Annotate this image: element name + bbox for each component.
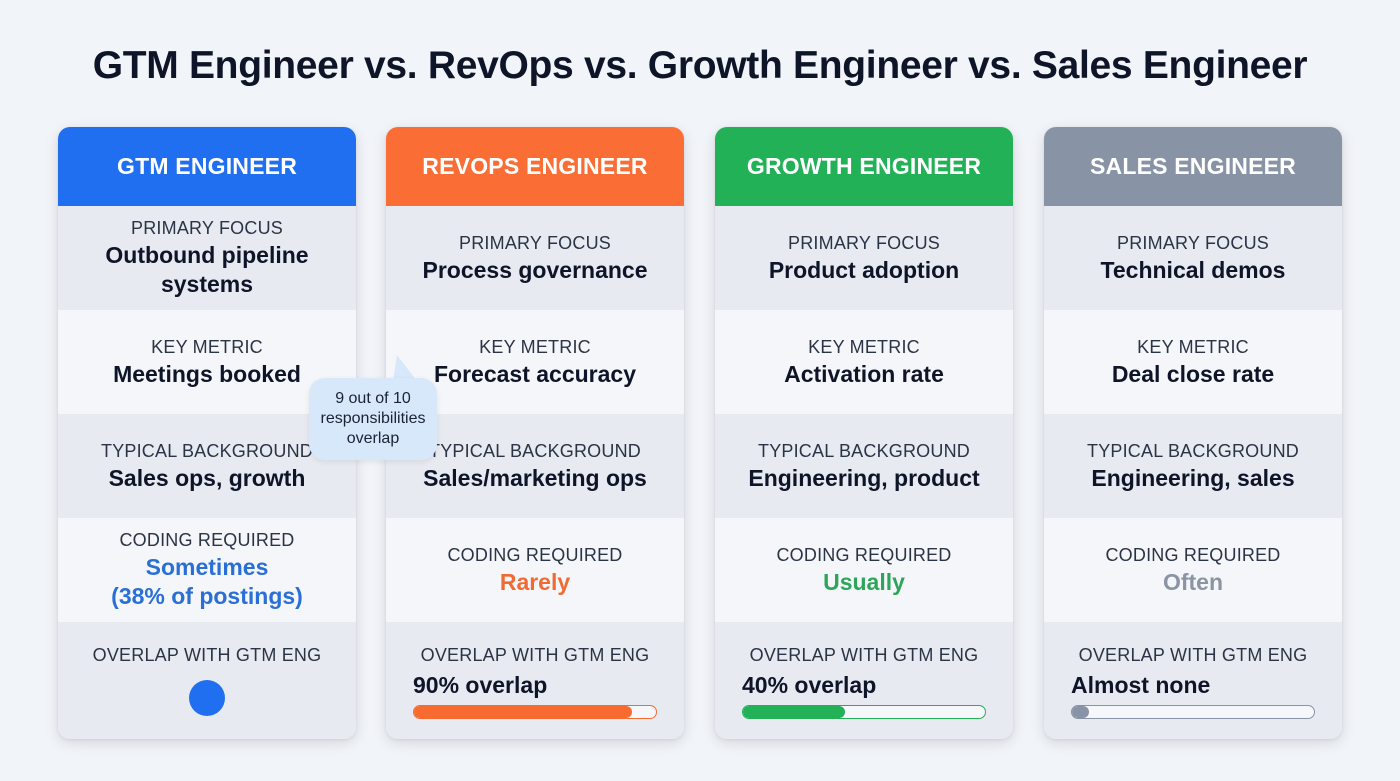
coding-required-value: Sometimes bbox=[145, 554, 269, 580]
card-sales-engineer: SALES ENGINEER PRIMARY FOCUS Technical d… bbox=[1044, 127, 1342, 739]
primary-focus-label: PRIMARY FOCUS bbox=[459, 232, 611, 253]
card-header: GTM ENGINEER bbox=[58, 127, 356, 206]
primary-focus-label: PRIMARY FOCUS bbox=[131, 218, 283, 238]
overlap-label: OVERLAP WITH GTM ENG bbox=[749, 645, 979, 665]
coding-required-label: CODING REQUIRED bbox=[1105, 544, 1281, 565]
overlap-row: OVERLAP WITH GTM ENG 40% overlap bbox=[715, 622, 1013, 739]
typical-background-row: TYPICAL BACKGROUND Engineering, sales bbox=[1044, 414, 1342, 518]
primary-focus-value-cont: systems bbox=[160, 271, 254, 297]
primary-focus-row: PRIMARY FOCUS Process governance bbox=[386, 206, 684, 310]
typical-background-value: Sales ops, growth bbox=[108, 464, 306, 491]
primary-focus-row: PRIMARY FOCUS Product adoption bbox=[715, 206, 1013, 310]
key-metric-label: KEY METRIC bbox=[151, 336, 263, 357]
key-metric-value: Deal close rate bbox=[1111, 360, 1275, 387]
typical-background-row: TYPICAL BACKGROUND Engineering, product bbox=[715, 414, 1013, 518]
overlap-progress-bar bbox=[413, 705, 657, 719]
typical-background-value: Sales/marketing ops bbox=[423, 464, 647, 491]
coding-required-value: Often bbox=[1162, 568, 1224, 595]
coding-required-value: Rarely bbox=[499, 568, 571, 595]
primary-focus-row: PRIMARY FOCUS Technical demos bbox=[1044, 206, 1342, 310]
coding-required-detail: (38% of postings) bbox=[111, 583, 303, 609]
typical-background-row: TYPICAL BACKGROUND Sales ops, growth bbox=[58, 414, 356, 518]
overlap-label: OVERLAP WITH GTM ENG bbox=[420, 645, 650, 665]
typical-background-label: TYPICAL BACKGROUND bbox=[101, 440, 313, 461]
coding-required-label: CODING REQUIRED bbox=[447, 544, 623, 565]
typical-background-label: TYPICAL BACKGROUND bbox=[1087, 440, 1299, 461]
primary-focus-value: Process governance bbox=[422, 256, 648, 283]
overlap-progress-fill bbox=[743, 706, 845, 718]
overlap-progress-fill bbox=[1072, 706, 1089, 718]
key-metric-label: KEY METRIC bbox=[808, 336, 920, 357]
key-metric-value: Meetings booked bbox=[113, 360, 301, 387]
key-metric-row: KEY METRIC Deal close rate bbox=[1044, 310, 1342, 414]
primary-focus-value: Technical demos bbox=[1100, 256, 1286, 283]
key-metric-row: KEY METRIC Activation rate bbox=[715, 310, 1013, 414]
key-metric-label: KEY METRIC bbox=[479, 336, 591, 357]
self-overlap-dot-icon bbox=[189, 680, 225, 716]
comparison-cards: GTM ENGINEER PRIMARY FOCUS Outbound pipe… bbox=[58, 127, 1342, 739]
primary-focus-label: PRIMARY FOCUS bbox=[1117, 232, 1269, 253]
coding-required-row: CODING REQUIRED Sometimes (38% of postin… bbox=[58, 518, 356, 622]
overlap-value: 90% overlap bbox=[413, 672, 548, 698]
card-header: SALES ENGINEER bbox=[1044, 127, 1342, 206]
overlap-label: OVERLAP WITH GTM ENG bbox=[92, 645, 322, 665]
coding-required-label: CODING REQUIRED bbox=[776, 544, 952, 565]
overlap-value: Almost none bbox=[1071, 672, 1211, 698]
callout-line: overlap bbox=[346, 430, 400, 447]
typical-background-label: TYPICAL BACKGROUND bbox=[758, 440, 970, 461]
coding-required-value: Usually bbox=[823, 568, 905, 595]
typical-background-label: TYPICAL BACKGROUND bbox=[429, 440, 641, 461]
key-metric-row: KEY METRIC Meetings booked bbox=[58, 310, 356, 414]
overlap-progress-bar bbox=[1071, 705, 1315, 719]
primary-focus-row: PRIMARY FOCUS Outbound pipeline systems bbox=[58, 206, 356, 310]
primary-focus-label: PRIMARY FOCUS bbox=[788, 232, 940, 253]
overlap-row: OVERLAP WITH GTM ENG bbox=[58, 622, 356, 739]
page-title: GTM Engineer vs. RevOps vs. Growth Engin… bbox=[92, 44, 1308, 87]
coding-required-row: CODING REQUIRED Usually bbox=[715, 518, 1013, 622]
coding-required-row: CODING REQUIRED Often bbox=[1044, 518, 1342, 622]
card-header: GROWTH ENGINEER bbox=[715, 127, 1013, 206]
overlap-value: 40% overlap bbox=[742, 672, 877, 698]
key-metric-row: KEY METRIC Forecast accuracy bbox=[386, 310, 684, 414]
card-gtm-engineer: GTM ENGINEER PRIMARY FOCUS Outbound pipe… bbox=[58, 127, 356, 739]
overlap-label: OVERLAP WITH GTM ENG bbox=[1078, 645, 1308, 665]
typical-background-value: Engineering, product bbox=[748, 464, 980, 491]
key-metric-value: Forecast accuracy bbox=[433, 360, 636, 387]
overlap-callout: 9 out of 10 responsibilities overlap bbox=[309, 378, 437, 460]
callout-line: 9 out of 10 bbox=[335, 390, 411, 407]
typical-background-value: Engineering, sales bbox=[1091, 464, 1295, 491]
coding-required-row: CODING REQUIRED Rarely bbox=[386, 518, 684, 622]
callout-tail-icon bbox=[393, 355, 417, 381]
overlap-row: OVERLAP WITH GTM ENG 90% overlap bbox=[386, 622, 684, 739]
card-header: REVOPS ENGINEER bbox=[386, 127, 684, 206]
key-metric-value: Activation rate bbox=[784, 360, 944, 387]
primary-focus-value: Outbound pipeline bbox=[105, 242, 309, 268]
primary-focus-value: Product adoption bbox=[768, 256, 960, 283]
overlap-progress-fill bbox=[414, 706, 632, 718]
card-growth-engineer: GROWTH ENGINEER PRIMARY FOCUS Product ad… bbox=[715, 127, 1013, 739]
coding-required-label: CODING REQUIRED bbox=[119, 530, 295, 550]
callout-line: responsibilities bbox=[320, 410, 426, 427]
overlap-row: OVERLAP WITH GTM ENG Almost none bbox=[1044, 622, 1342, 739]
key-metric-label: KEY METRIC bbox=[1137, 336, 1249, 357]
overlap-progress-bar bbox=[742, 705, 986, 719]
